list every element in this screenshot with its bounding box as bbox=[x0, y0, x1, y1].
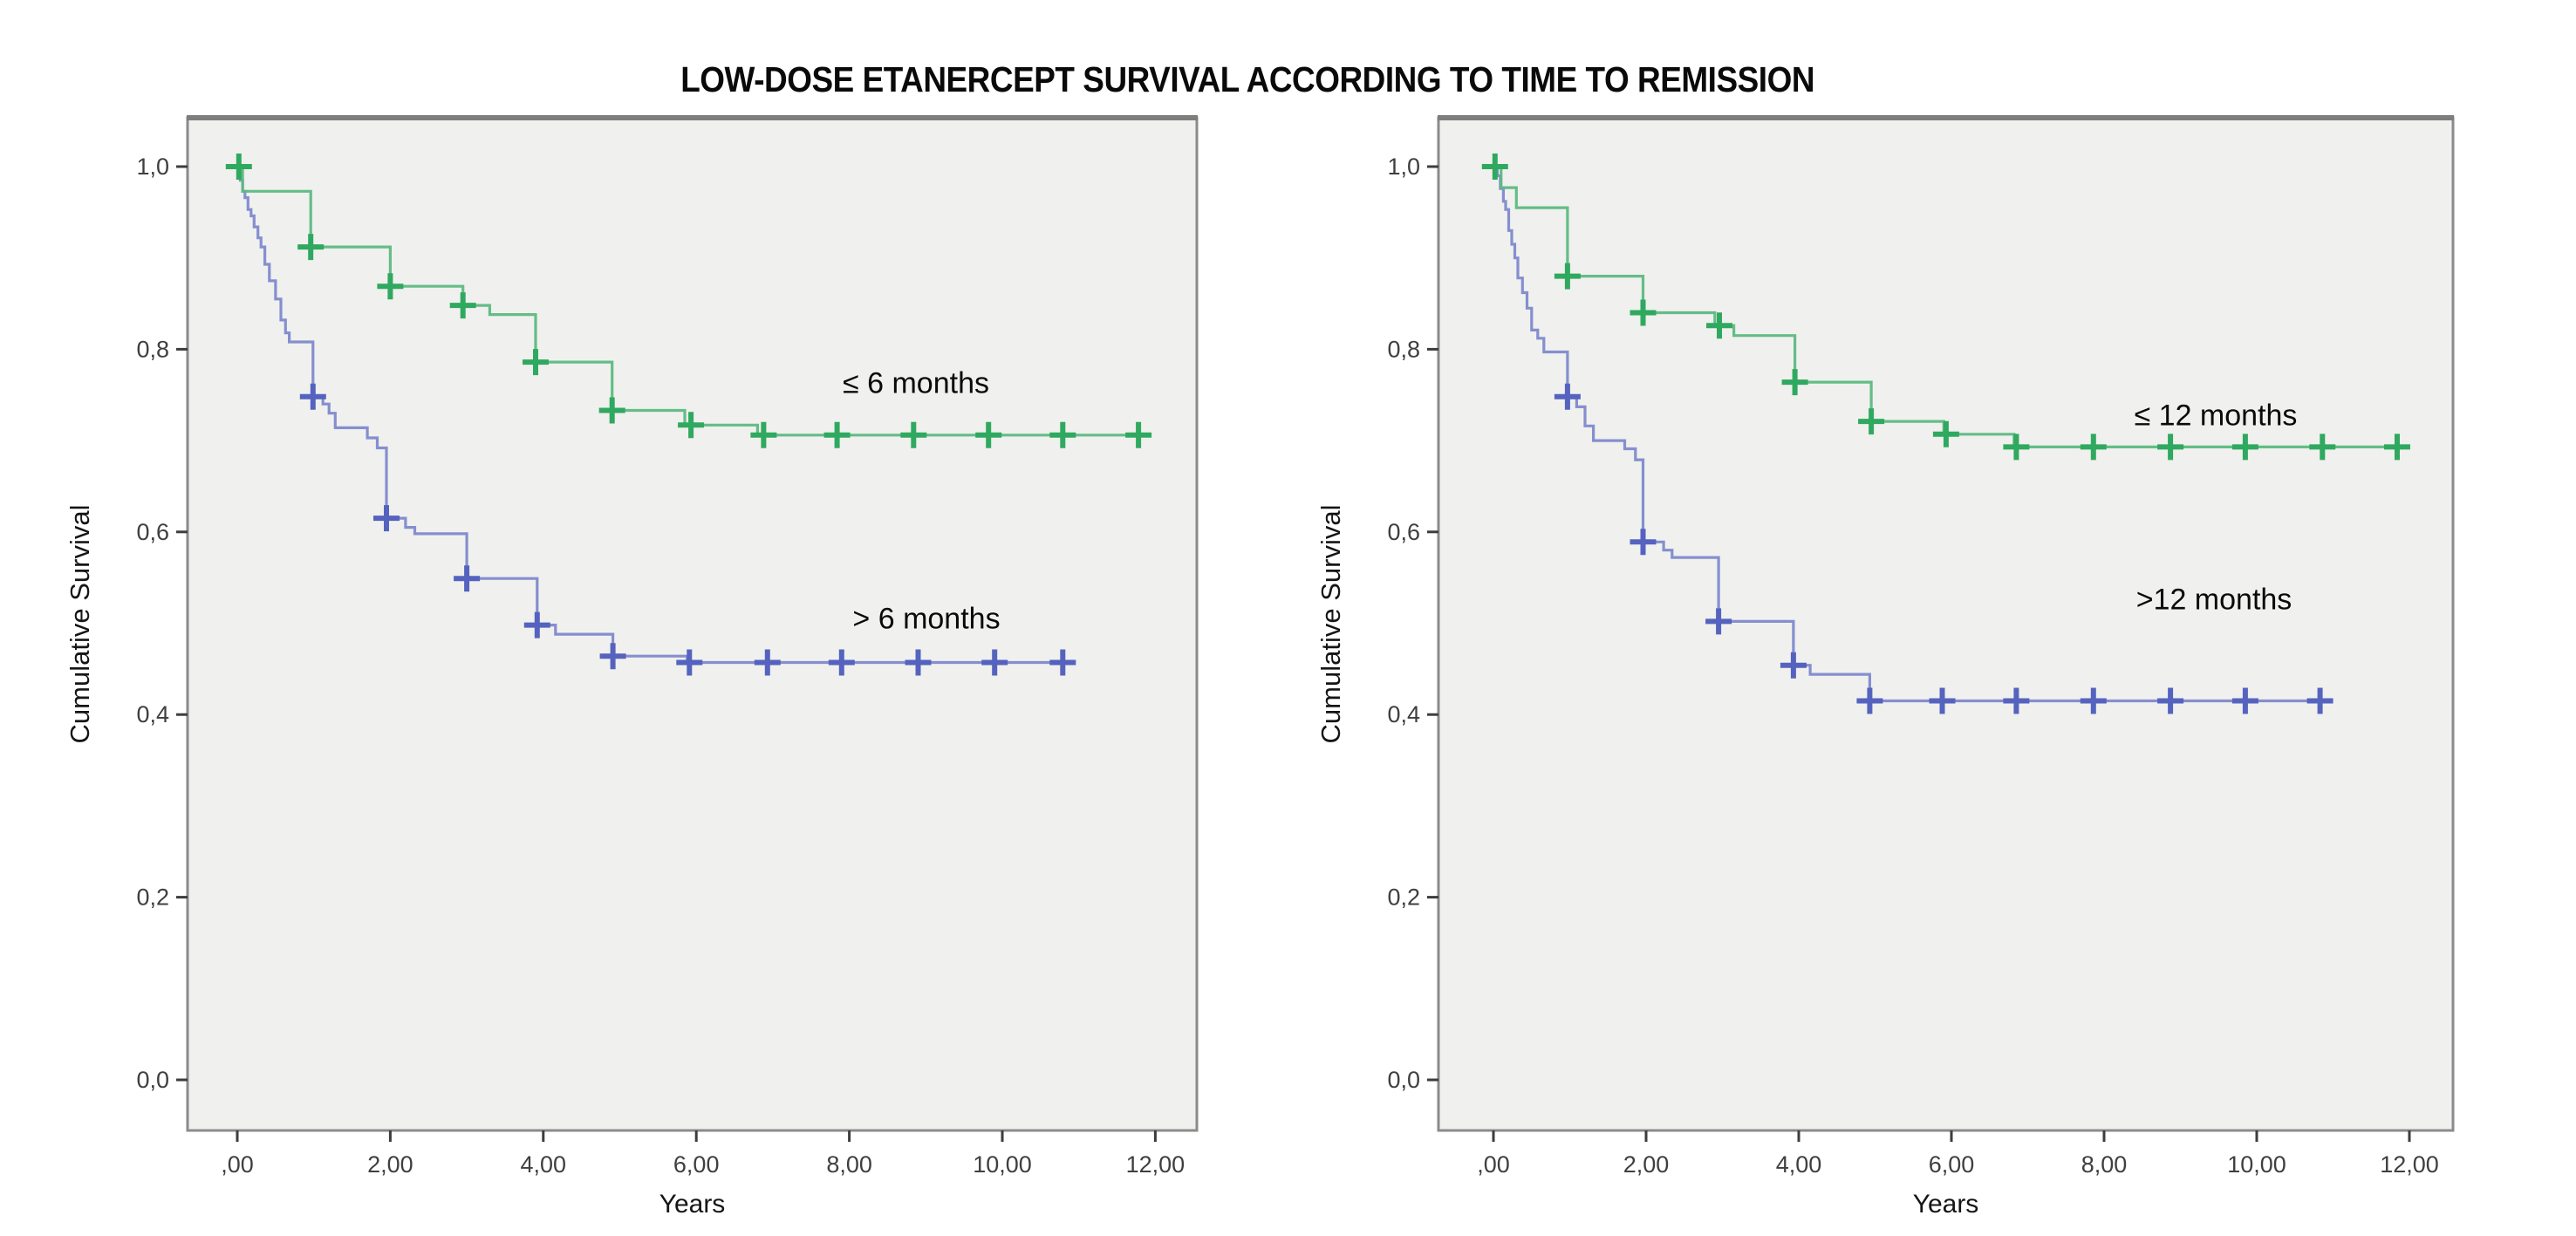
x-axis: ,00 2,00 4,00 6,00 8,00 10,00 12,00 bbox=[1477, 1130, 2439, 1178]
y-tick-label: 0,2 bbox=[1387, 884, 1420, 911]
series-label-gt-6-months: > 6 months bbox=[852, 602, 1001, 636]
x-tick-label: 2,00 bbox=[1623, 1151, 1670, 1178]
y-tick-label: 0,8 bbox=[1387, 336, 1420, 362]
plot-area bbox=[1437, 116, 2455, 1132]
figure-title-row: LOW-DOSE ETANERCEPT SURVIVAL ACCORDING T… bbox=[0, 59, 2495, 100]
series-line-gt12-months bbox=[1493, 165, 2330, 703]
series-censor-marks-le-6-months bbox=[225, 154, 1152, 448]
x-tick-label: 6,00 bbox=[1929, 1151, 1975, 1178]
x-tick-label: 12,00 bbox=[2380, 1151, 2439, 1178]
y-tick-label: 0,8 bbox=[136, 336, 169, 362]
y-tick-label: 1,0 bbox=[136, 154, 169, 180]
series-label-gt-12-months: >12 months bbox=[2135, 583, 2292, 617]
x-axis-title: Years bbox=[1913, 1190, 1979, 1219]
y-axis: 1,0 0,8 0,6 0,4 0,2 0,0 bbox=[1387, 154, 1438, 1093]
x-axis: ,00 2,00 4,00 6,00 8,00 10,00 12,00 bbox=[221, 1130, 1185, 1178]
series-line-gt-6-months bbox=[237, 165, 1073, 665]
y-tick-label: 0,4 bbox=[136, 701, 169, 727]
y-tick-label: 0,6 bbox=[136, 519, 169, 545]
x-tick-label: 4,00 bbox=[521, 1151, 567, 1178]
x-tick-label: 10,00 bbox=[973, 1151, 1032, 1178]
y-tick-label: 0,4 bbox=[1387, 701, 1420, 727]
chart-right-time-to-remission-12-months: 1,0 0,8 0,6 0,4 0,2 0,0 ,00 2,00 4,00 6,00 8,00 10,… bbox=[1315, 115, 2455, 1219]
x-tick-label: 8,00 bbox=[826, 1151, 872, 1178]
x-tick-label: 2,00 bbox=[367, 1151, 413, 1178]
series-censor-marks-gt12-months bbox=[1554, 383, 2333, 714]
y-tick-label: 0,0 bbox=[136, 1067, 169, 1093]
series-censor-marks-gt-6-months bbox=[299, 383, 1076, 676]
chart-left-time-to-remission-6-months: 1,0 0,8 0,6 0,4 0,2 0,0 ,00 2,00 4,00 6,00 8,00 10,… bbox=[65, 115, 1199, 1219]
x-tick-label: 4,00 bbox=[1776, 1151, 1822, 1178]
plot-area bbox=[186, 116, 1199, 1132]
y-tick-label: 0,2 bbox=[136, 884, 169, 911]
y-axis: 1,0 0,8 0,6 0,4 0,2 0,0 bbox=[136, 154, 188, 1093]
series-label-le-6-months: ≤ 6 months bbox=[843, 366, 989, 400]
y-tick-label: 0,6 bbox=[1387, 519, 1420, 545]
y-tick-label: 0,0 bbox=[1387, 1067, 1420, 1093]
x-tick-label: 6,00 bbox=[673, 1151, 720, 1178]
x-axis-title: Years bbox=[659, 1190, 726, 1219]
x-tick-label: ,00 bbox=[221, 1151, 254, 1178]
x-tick-label: 10,00 bbox=[2227, 1151, 2286, 1178]
y-axis-title: Cumulative Survival bbox=[65, 505, 95, 744]
x-tick-label: 12,00 bbox=[1126, 1151, 1186, 1178]
x-tick-label: 8,00 bbox=[2081, 1151, 2128, 1178]
y-tick-label: 1,0 bbox=[1387, 154, 1420, 180]
series-censor-marks-le-12-months bbox=[1481, 154, 2410, 461]
y-axis-title: Cumulative Survival bbox=[1315, 505, 1346, 744]
series-label-le-12-months: ≤ 12 months bbox=[2134, 399, 2298, 433]
figure-title: LOW-DOSE ETANERCEPT SURVIVAL ACCORDING T… bbox=[680, 59, 1814, 99]
x-tick-label: ,00 bbox=[1477, 1151, 1510, 1178]
